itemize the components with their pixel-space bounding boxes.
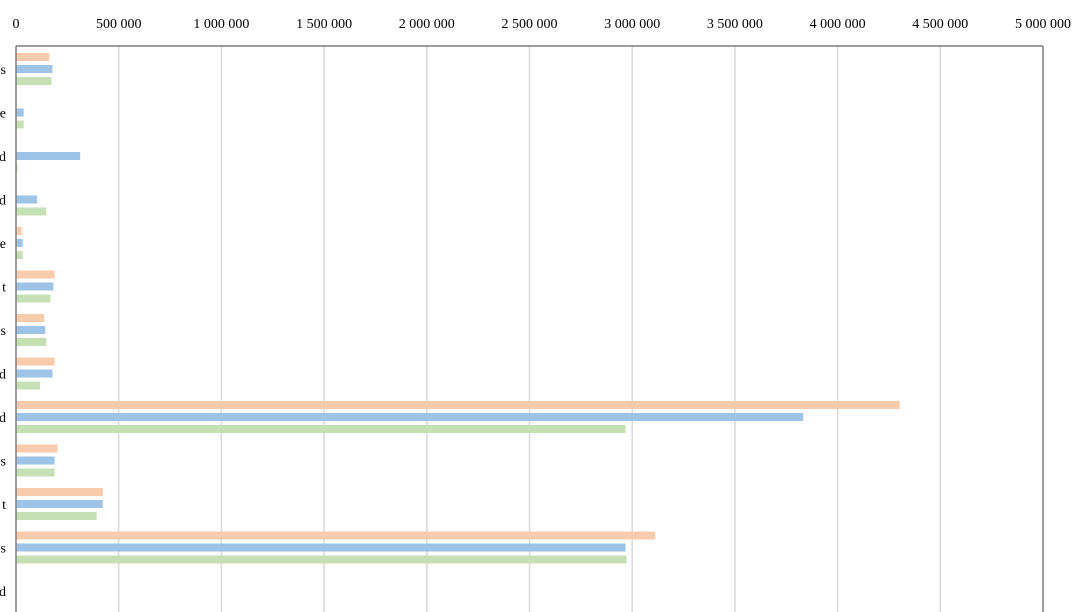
y-category-label: t [2, 498, 6, 513]
y-category-label: d [0, 150, 6, 165]
gridlines [117, 46, 942, 612]
bar [16, 512, 97, 520]
bar [16, 270, 55, 279]
y-category-labels: s e d d e t s d d s t s d [0, 63, 6, 600]
bar [16, 369, 53, 378]
y-category-label: d [0, 585, 6, 600]
x-tick-label: 5 000 000 [1015, 17, 1071, 32]
y-category-label: d [0, 411, 6, 426]
bar [16, 164, 18, 172]
bar [16, 207, 47, 216]
y-category-label: s [1, 542, 6, 557]
bar [16, 282, 54, 291]
bar [16, 555, 627, 564]
x-tick-label: 3 500 000 [707, 17, 763, 32]
y-category-label: s [1, 324, 6, 339]
bar [16, 65, 53, 73]
x-tick-label: 3 000 000 [604, 17, 660, 32]
y-category-label: s [1, 63, 6, 78]
y-category-label: d [0, 194, 6, 209]
bar [16, 53, 50, 61]
x-tick-label: 1 000 000 [193, 17, 249, 32]
x-tick-label: 2 500 000 [502, 17, 558, 32]
bar [16, 294, 51, 303]
x-tick-label: 0 [13, 17, 20, 32]
bar [16, 251, 23, 259]
bar [16, 120, 24, 129]
bar [16, 500, 103, 508]
x-tick-label: 4 000 000 [810, 17, 866, 32]
y-category-label: d [0, 368, 6, 383]
bar [16, 425, 626, 433]
bar [16, 413, 804, 421]
bar [16, 152, 81, 160]
bar [16, 456, 55, 465]
bar [16, 357, 55, 366]
bar [16, 543, 626, 552]
x-tick-label: 1 500 000 [296, 17, 352, 32]
x-tick-label: 4 500 000 [912, 17, 968, 32]
x-tick-label: 500 000 [96, 17, 142, 32]
bar [16, 488, 103, 496]
y-category-label: s [1, 455, 6, 470]
axes [15, 45, 1044, 612]
bar [16, 239, 23, 247]
y-category-label: e [0, 107, 6, 122]
y-category-label: e [0, 237, 6, 252]
y-category-label: t [2, 281, 6, 296]
bar [16, 326, 46, 334]
bar [16, 531, 656, 540]
bar [16, 314, 45, 322]
bar [16, 77, 52, 85]
x-tick-labels: 0 500 000 1 000 000 1 500 000 2 000 000 2 500… [13, 17, 1072, 32]
bar [16, 468, 55, 477]
bars [16, 53, 900, 564]
bar [16, 381, 41, 390]
bar [16, 401, 900, 409]
bar [16, 338, 47, 346]
bar [16, 444, 58, 453]
bar [16, 195, 38, 204]
x-tick-label: 2 000 000 [399, 17, 455, 32]
bar [16, 227, 22, 235]
bar [16, 108, 24, 117]
